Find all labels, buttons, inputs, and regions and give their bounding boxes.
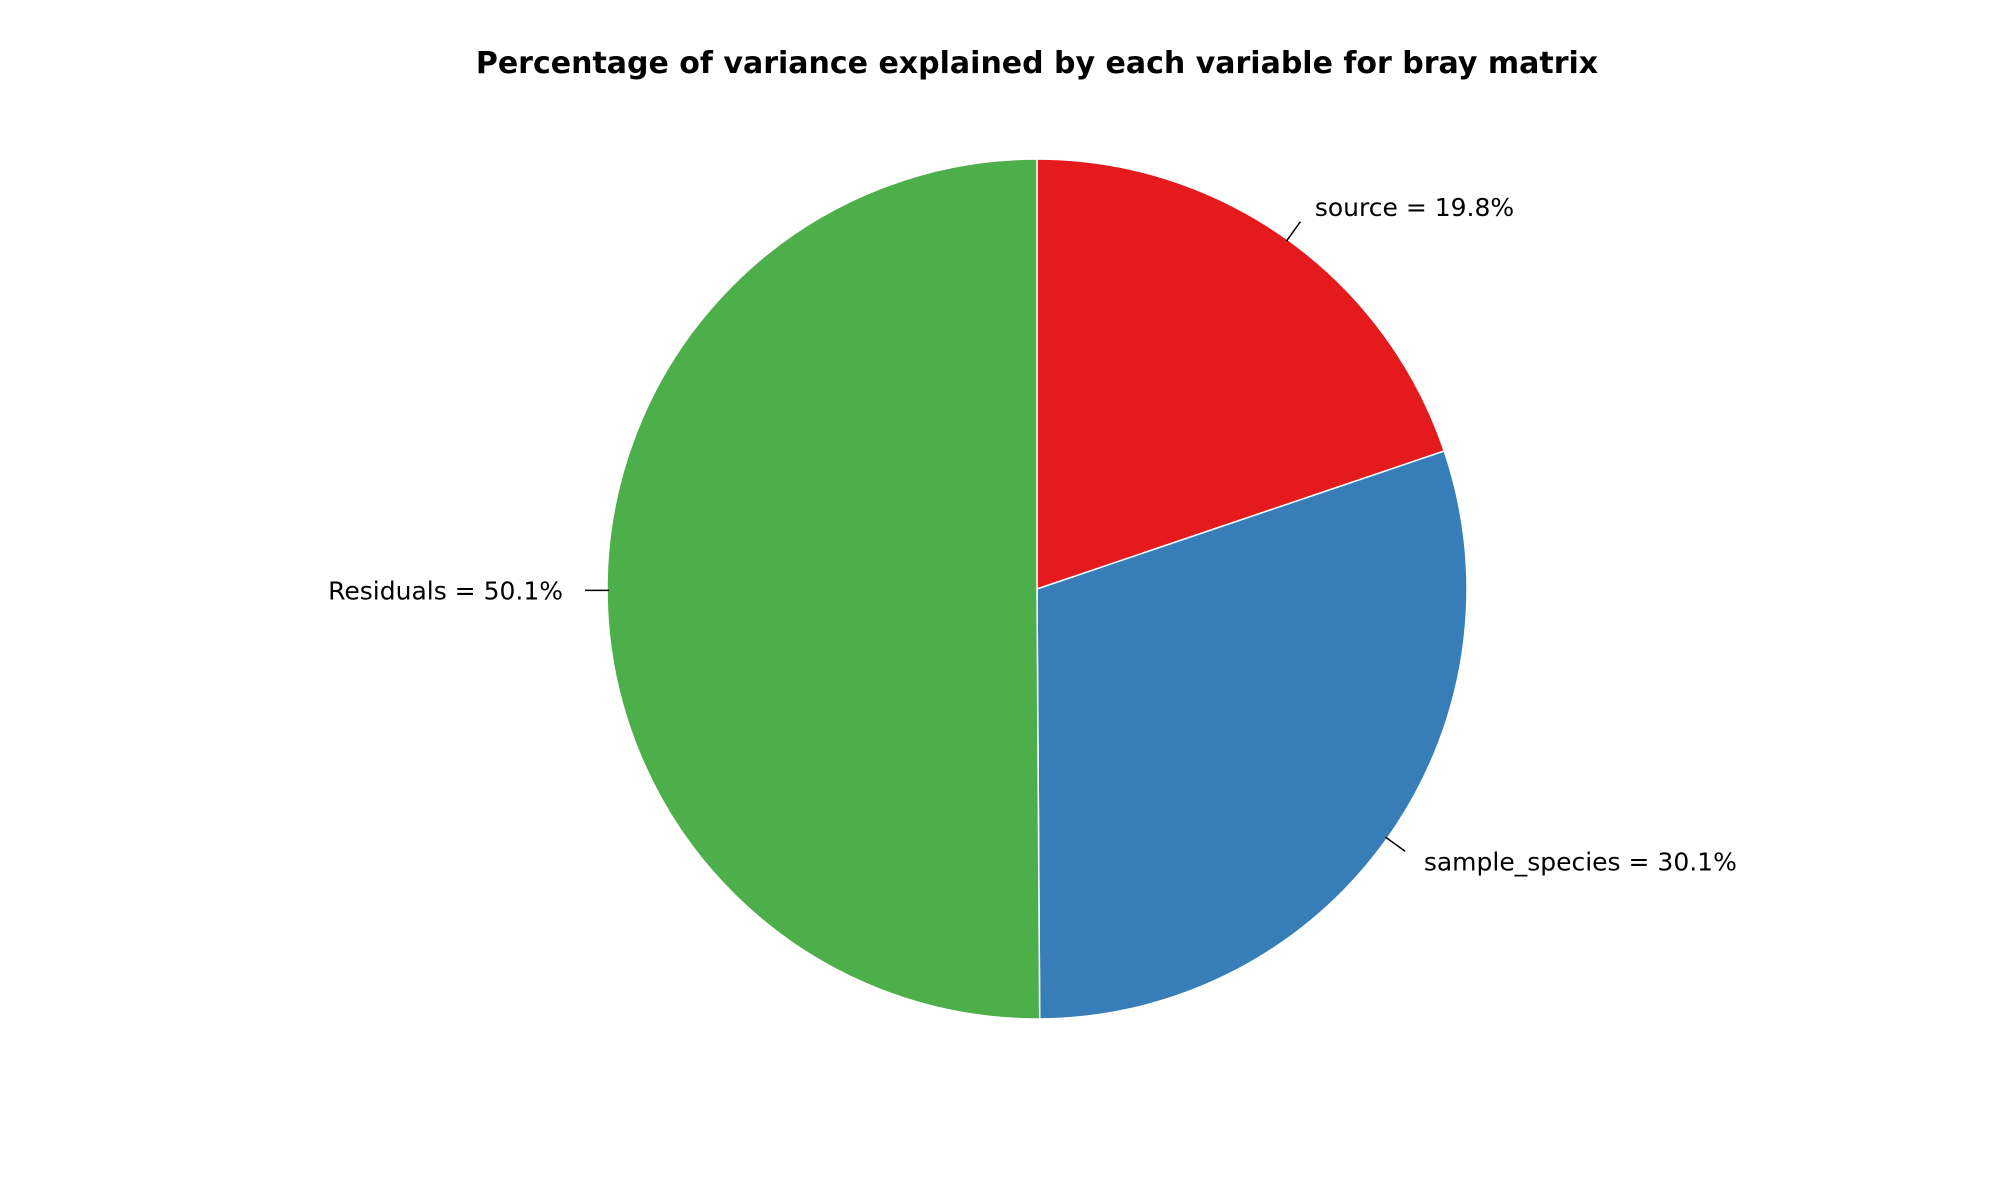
slice-label-sample-species: sample_species = 30.1%: [1424, 848, 1737, 877]
pie-slices: [606, 158, 1468, 1020]
pie-slice-residuals: [606, 158, 1041, 1020]
leader-line-source: [1285, 221, 1301, 242]
slice-label-residuals: Residuals = 50.1%: [328, 576, 563, 605]
slice-label-source: source = 19.8%: [1315, 193, 1514, 222]
leader-line-sample-species: [1385, 836, 1406, 852]
pie-labels: source = 19.8% sample_species = 30.1% Resi…: [328, 193, 1737, 877]
chart-title: Percentage of variance explained by each…: [476, 46, 1598, 81]
